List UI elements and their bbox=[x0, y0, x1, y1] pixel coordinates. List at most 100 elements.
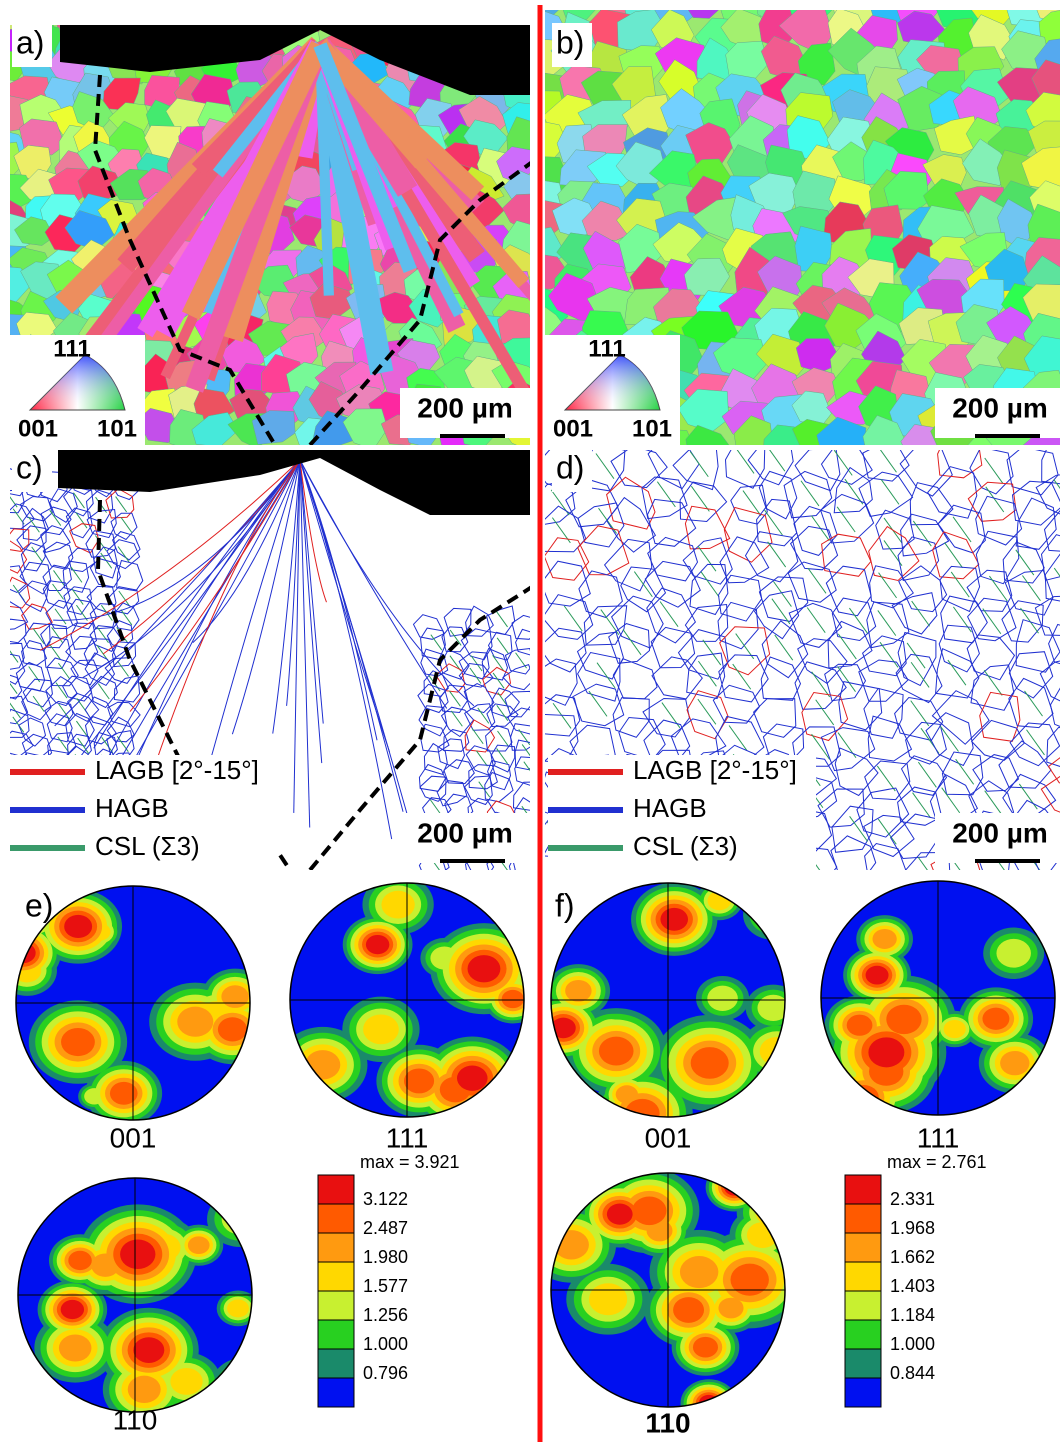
twin-boundary bbox=[10, 682, 18, 695]
grain-boundary bbox=[20, 603, 53, 630]
ipf-shade bbox=[30, 355, 125, 410]
grain-boundary bbox=[927, 466, 978, 519]
grain-boundary bbox=[514, 739, 530, 771]
contour bbox=[187, 1236, 210, 1255]
grain-boundary bbox=[719, 536, 770, 584]
contour bbox=[61, 1027, 95, 1057]
grain-boundary bbox=[436, 780, 468, 807]
grain-boundary bbox=[935, 647, 980, 699]
grain-boundary bbox=[464, 719, 496, 753]
grain-boundary bbox=[62, 675, 93, 702]
dendrite-boundary bbox=[299, 459, 311, 828]
grain-boundary bbox=[820, 450, 873, 485]
grain-boundary bbox=[10, 601, 29, 630]
twin-boundary bbox=[32, 695, 45, 712]
grain-boundary bbox=[856, 787, 910, 838]
contour bbox=[16, 942, 36, 964]
colorbar-label: 1.184 bbox=[890, 1305, 935, 1325]
contour bbox=[606, 1203, 633, 1225]
contour bbox=[1000, 1050, 1030, 1076]
grain-boundary bbox=[863, 687, 904, 739]
grain-boundary bbox=[465, 605, 494, 637]
contour bbox=[565, 979, 592, 1002]
pole-figure bbox=[17, 1177, 253, 1413]
grain-boundary bbox=[858, 659, 909, 702]
ipf-label: 111 bbox=[588, 335, 625, 362]
grain-boundary bbox=[875, 509, 915, 550]
black-region bbox=[58, 450, 530, 515]
contours bbox=[551, 1173, 785, 1407]
grain-boundary bbox=[1004, 569, 1054, 616]
grain-boundary bbox=[1048, 623, 1060, 665]
grain-boundary bbox=[10, 503, 35, 530]
grain-boundary bbox=[70, 659, 99, 686]
colorbar-label: 1.256 bbox=[363, 1305, 408, 1325]
grain bbox=[191, 412, 239, 445]
twin-boundary bbox=[1024, 690, 1043, 717]
scale-bg bbox=[935, 813, 1062, 863]
colorbar-box bbox=[844, 1377, 882, 1408]
pole-figure bbox=[289, 882, 525, 1118]
colorbar-max: max = 2.761 bbox=[887, 1152, 987, 1172]
grain bbox=[687, 10, 719, 19]
contour bbox=[865, 965, 889, 985]
grain-boundary bbox=[686, 690, 729, 740]
grain-boundary bbox=[89, 558, 121, 588]
contours bbox=[290, 883, 524, 1117]
pf-label: 001 bbox=[645, 1122, 692, 1153]
twin-boundary bbox=[985, 486, 1005, 513]
grain-boundary bbox=[1039, 660, 1060, 702]
grain-boundary bbox=[113, 675, 141, 703]
twin-boundary bbox=[552, 702, 572, 729]
grain-boundary bbox=[84, 716, 117, 745]
legend-label: HAGB bbox=[95, 793, 169, 823]
twin-boundary bbox=[471, 728, 484, 745]
grain-boundary bbox=[10, 565, 27, 593]
grain-boundary bbox=[545, 627, 587, 673]
twin-boundary bbox=[117, 660, 129, 677]
colorbar-box bbox=[317, 1319, 355, 1350]
twin-boundary bbox=[941, 787, 961, 814]
twin-boundary bbox=[771, 598, 791, 625]
twin-boundary bbox=[912, 520, 932, 547]
twin-boundary bbox=[952, 516, 972, 543]
legend-label: LAGB [2°-15°] bbox=[95, 755, 259, 785]
grain-boundary bbox=[900, 513, 950, 557]
colorbar-label: 1.000 bbox=[890, 1334, 935, 1354]
grain-boundary bbox=[1001, 600, 1044, 643]
grain-boundary bbox=[19, 561, 52, 595]
twin-boundary bbox=[815, 699, 835, 726]
twin-boundary bbox=[57, 736, 70, 753]
contour bbox=[943, 1019, 966, 1039]
contour bbox=[982, 1007, 1010, 1030]
grain-boundary bbox=[468, 764, 498, 790]
twin-boundary bbox=[115, 496, 128, 513]
grain-boundary bbox=[966, 634, 1016, 681]
grain-boundary bbox=[22, 678, 53, 708]
twin-boundary bbox=[32, 628, 45, 645]
twin-boundary bbox=[57, 662, 70, 679]
grain-boundary bbox=[66, 692, 100, 723]
grain bbox=[581, 200, 634, 241]
grain-boundary bbox=[1009, 722, 1060, 767]
twin-boundary bbox=[769, 450, 786, 472]
twin-boundary bbox=[1053, 479, 1060, 490]
twin-boundary bbox=[837, 666, 856, 692]
grain-boundary bbox=[1011, 480, 1060, 526]
grain-boundary bbox=[1008, 651, 1054, 699]
twin-boundary bbox=[844, 478, 864, 505]
grain-boundary bbox=[1008, 677, 1054, 729]
twin-boundary bbox=[492, 655, 505, 672]
grain-boundary bbox=[863, 814, 915, 858]
twin-boundary bbox=[450, 710, 463, 727]
grain-boundary bbox=[646, 498, 697, 547]
grain-boundary bbox=[40, 623, 68, 649]
twin-boundary bbox=[70, 566, 83, 583]
dendrite-boundary bbox=[299, 459, 475, 707]
grain-boundary bbox=[909, 482, 954, 526]
twin-boundary bbox=[76, 604, 88, 621]
grain-boundary bbox=[514, 756, 530, 786]
dendrite-boundary bbox=[299, 459, 323, 764]
colorbar-label: 0.844 bbox=[890, 1363, 935, 1383]
contour bbox=[690, 1047, 729, 1079]
